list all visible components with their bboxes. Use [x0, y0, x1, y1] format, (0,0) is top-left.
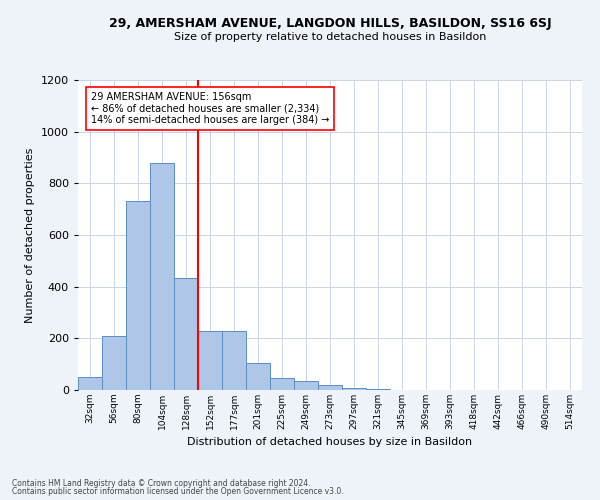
Text: 29, AMERSHAM AVENUE, LANGDON HILLS, BASILDON, SS16 6SJ: 29, AMERSHAM AVENUE, LANGDON HILLS, BASI… [109, 18, 551, 30]
Bar [78, 377, 102, 390]
Text: Size of property relative to detached houses in Basildon: Size of property relative to detached ho… [174, 32, 486, 42]
Y-axis label: Number of detached properties: Number of detached properties [25, 148, 35, 322]
Bar [198, 330, 222, 390]
Text: Contains HM Land Registry data © Crown copyright and database right 2024.: Contains HM Land Registry data © Crown c… [12, 478, 311, 488]
Bar [246, 363, 270, 390]
Bar [366, 388, 390, 390]
Bar [342, 388, 366, 390]
Bar [174, 278, 198, 390]
Bar [318, 385, 342, 390]
X-axis label: Distribution of detached houses by size in Basildon: Distribution of detached houses by size … [187, 438, 473, 448]
Bar [102, 336, 126, 390]
Bar [270, 378, 294, 390]
Bar [222, 330, 246, 390]
Text: 29 AMERSHAM AVENUE: 156sqm
← 86% of detached houses are smaller (2,334)
14% of s: 29 AMERSHAM AVENUE: 156sqm ← 86% of deta… [91, 92, 329, 125]
Bar [294, 381, 318, 390]
Bar [126, 202, 150, 390]
Text: Contains public sector information licensed under the Open Government Licence v3: Contains public sector information licen… [12, 487, 344, 496]
Bar [150, 162, 174, 390]
